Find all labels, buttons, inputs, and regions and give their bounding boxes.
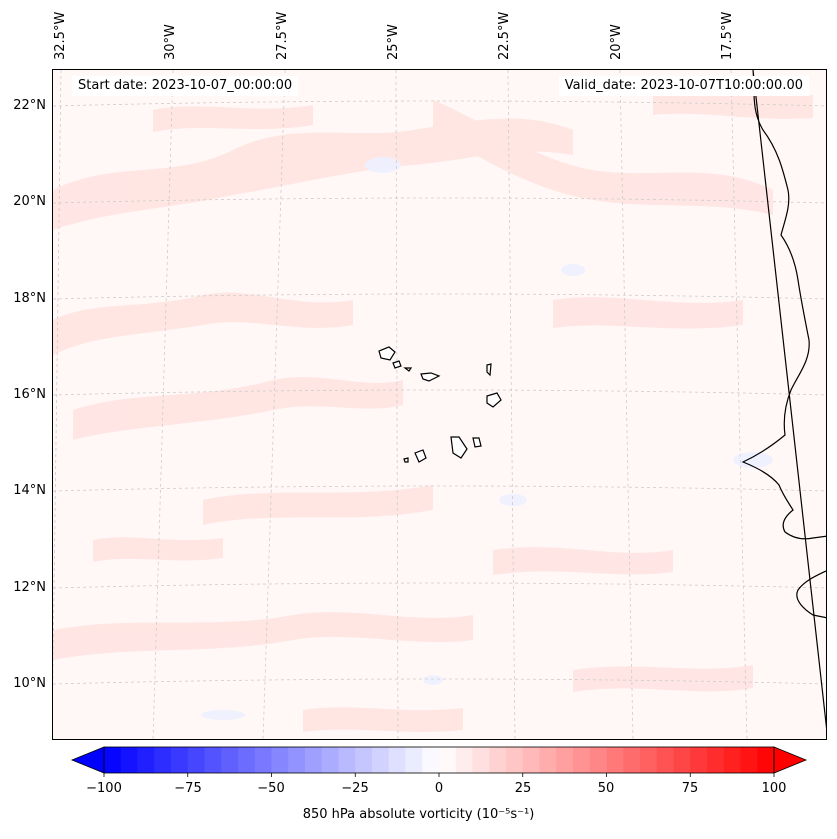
colorbar-cell <box>187 747 205 773</box>
colorbar-low-extend <box>70 746 105 774</box>
cb-tick-25: 25 <box>514 781 532 796</box>
cb-tick-75: 75 <box>681 781 699 796</box>
colorbar-cell <box>305 747 323 773</box>
lat-label-12n: 12°N <box>13 580 46 595</box>
lon-label-30w: 30°W <box>163 24 178 60</box>
island-sal <box>486 363 492 377</box>
lat-label-10n: 10°N <box>13 676 46 691</box>
island-fogo <box>414 449 427 463</box>
colorbar-cell <box>238 747 256 773</box>
lat-label-18n: 18°N <box>13 291 46 306</box>
lon-label-20w: 20°W <box>609 24 624 60</box>
cb-tick-neg-75: −75 <box>174 781 202 796</box>
colorbar-cell <box>372 747 390 773</box>
colorbar-cell <box>355 747 373 773</box>
colorbar-cell <box>573 747 591 773</box>
colorbar-cell <box>221 747 239 773</box>
cb-tick-50: 50 <box>597 781 615 796</box>
lon-label-32-5w: 32.5°W <box>53 11 68 60</box>
colorbar-cell <box>556 747 574 773</box>
cb-tick-neg-50: −50 <box>257 781 285 796</box>
colorbar-cell <box>204 747 222 773</box>
colorbar-cell <box>137 747 155 773</box>
colorbar-cell <box>656 747 674 773</box>
cape-verde-islands <box>378 346 502 463</box>
lat-label-14n: 14°N <box>13 483 46 498</box>
colorbar-cell <box>640 747 658 773</box>
colorbar-cell <box>388 747 406 773</box>
coastline-west-africa <box>741 70 826 729</box>
colorbar-cell <box>489 747 507 773</box>
graticule <box>53 70 826 739</box>
cb-tick-0: 0 <box>434 781 444 796</box>
colorbar-cell <box>506 747 524 773</box>
colorbar-cell <box>472 747 490 773</box>
island-sao-vicente <box>392 360 402 369</box>
colorbar-cell <box>539 747 557 773</box>
colorbar-cell <box>707 747 725 773</box>
cb-tick-neg-25: −25 <box>341 781 369 796</box>
colorbar-cell <box>589 747 607 773</box>
lon-label-27-5w: 27.5°W <box>275 11 290 60</box>
island-sao-nicolau <box>420 372 441 382</box>
island-santo-antao <box>378 346 396 361</box>
colorbar-cell <box>405 747 423 773</box>
colorbar-ticks <box>103 773 775 777</box>
colorbar-cells <box>104 747 775 773</box>
island-boa-vista <box>486 392 502 408</box>
colorbar-cell <box>606 747 624 773</box>
island-santiago <box>450 436 468 459</box>
vorticity-field <box>53 70 826 739</box>
colorbar-cell <box>321 747 339 773</box>
cb-tick-neg-100: −100 <box>86 781 122 796</box>
island-brava <box>403 457 409 463</box>
island-santa-luzia <box>403 367 413 372</box>
lon-label-22-5w: 22.5°W <box>497 11 512 60</box>
colorbar-cell <box>422 747 440 773</box>
lon-label-17-5w: 17.5°W <box>720 11 735 60</box>
negative-vorticity-patches <box>201 157 773 720</box>
colorbar-cell <box>690 747 708 773</box>
cb-tick-100: 100 <box>761 781 787 796</box>
island-maio <box>472 437 482 448</box>
colorbar-cell <box>723 747 741 773</box>
colorbar-cell <box>154 747 172 773</box>
start-date-label: Start date: 2023-10-07_00:00:00 <box>72 76 299 96</box>
colorbar-cell <box>522 747 540 773</box>
colorbar-cell <box>271 747 289 773</box>
colorbar-high-extend <box>773 746 808 774</box>
colorbar-cell <box>757 747 775 773</box>
lon-label-25w: 25°W <box>386 24 401 60</box>
colorbar-cell <box>740 747 758 773</box>
colorbar-cell <box>338 747 356 773</box>
colorbar-cell <box>254 747 272 773</box>
valid-date-label: Valid_date: 2023-10-07T10:00:00.00 <box>558 76 809 96</box>
colorbar <box>70 746 808 777</box>
map-panel <box>52 69 827 740</box>
lat-label-20n: 20°N <box>13 194 46 209</box>
colorbar-cell <box>673 747 691 773</box>
lat-label-16n: 16°N <box>13 387 46 402</box>
colorbar-cell <box>455 747 473 773</box>
colorbar-cell <box>288 747 306 773</box>
positive-vorticity-bands <box>53 88 813 732</box>
colorbar-cell <box>623 747 641 773</box>
colorbar-cell <box>439 747 457 773</box>
colorbar-cell <box>104 747 122 773</box>
colorbar-cell <box>120 747 138 773</box>
lat-label-22n: 22°N <box>13 98 46 113</box>
colorbar-title: 850 hPa absolute vorticity (10⁻⁵s⁻¹) <box>302 807 535 822</box>
colorbar-cell <box>171 747 189 773</box>
